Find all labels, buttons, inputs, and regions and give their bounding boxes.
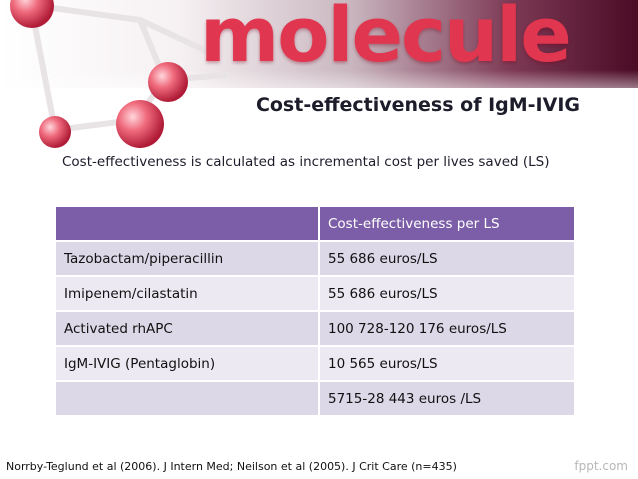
logo-word: molecule	[200, 0, 572, 79]
citation-footnote: Norrby-Teglund et al (2006). J Intern Me…	[6, 460, 457, 473]
table-row: IgM-IVIG (Pentaglobin) 10 565 euros/LS	[54, 345, 576, 382]
table-header-cell	[54, 205, 320, 242]
table-row: Imipenem/cilastatin 55 686 euros/LS	[54, 275, 576, 312]
table-row: 5715-28 443 euros /LS	[54, 380, 576, 417]
table-cell: IgM-IVIG (Pentaglobin)	[54, 345, 320, 382]
table-cell: 100 728-120 176 euros/LS	[318, 310, 576, 347]
slide-subtitle: Cost-effectiveness is calculated as incr…	[62, 154, 550, 170]
molecule-graphic	[10, 0, 228, 148]
slide-title: Cost-effectiveness of IgM-IVIG	[255, 94, 580, 116]
molecule-atom	[116, 100, 164, 148]
table-header-row: Cost-effectiveness per LS	[54, 205, 576, 242]
table-cell: Tazobactam/piperacillin	[54, 240, 320, 277]
table-cell: 55 686 euros/LS	[318, 275, 576, 312]
molecule-atom	[39, 116, 71, 148]
table-cell: 10 565 euros/LS	[318, 345, 576, 382]
table-cell	[54, 380, 320, 417]
cost-table: Cost-effectiveness per LS Tazobactam/pip…	[54, 205, 576, 417]
molecule-atom	[148, 62, 188, 102]
table-cell: 55 686 euros/LS	[318, 240, 576, 277]
table-header-cell: Cost-effectiveness per LS	[318, 205, 576, 242]
brand-watermark: fppt.com	[574, 459, 628, 473]
molecule-atom	[10, 0, 54, 28]
table-row: Tazobactam/piperacillin 55 686 euros/LS	[54, 240, 576, 277]
banner-fade	[0, 70, 638, 110]
table-cell: Imipenem/cilastatin	[54, 275, 320, 312]
table-row: Activated rhAPC 100 728-120 176 euros/LS	[54, 310, 576, 347]
table-cell: Activated rhAPC	[54, 310, 320, 347]
table-cell: 5715-28 443 euros /LS	[318, 380, 576, 417]
